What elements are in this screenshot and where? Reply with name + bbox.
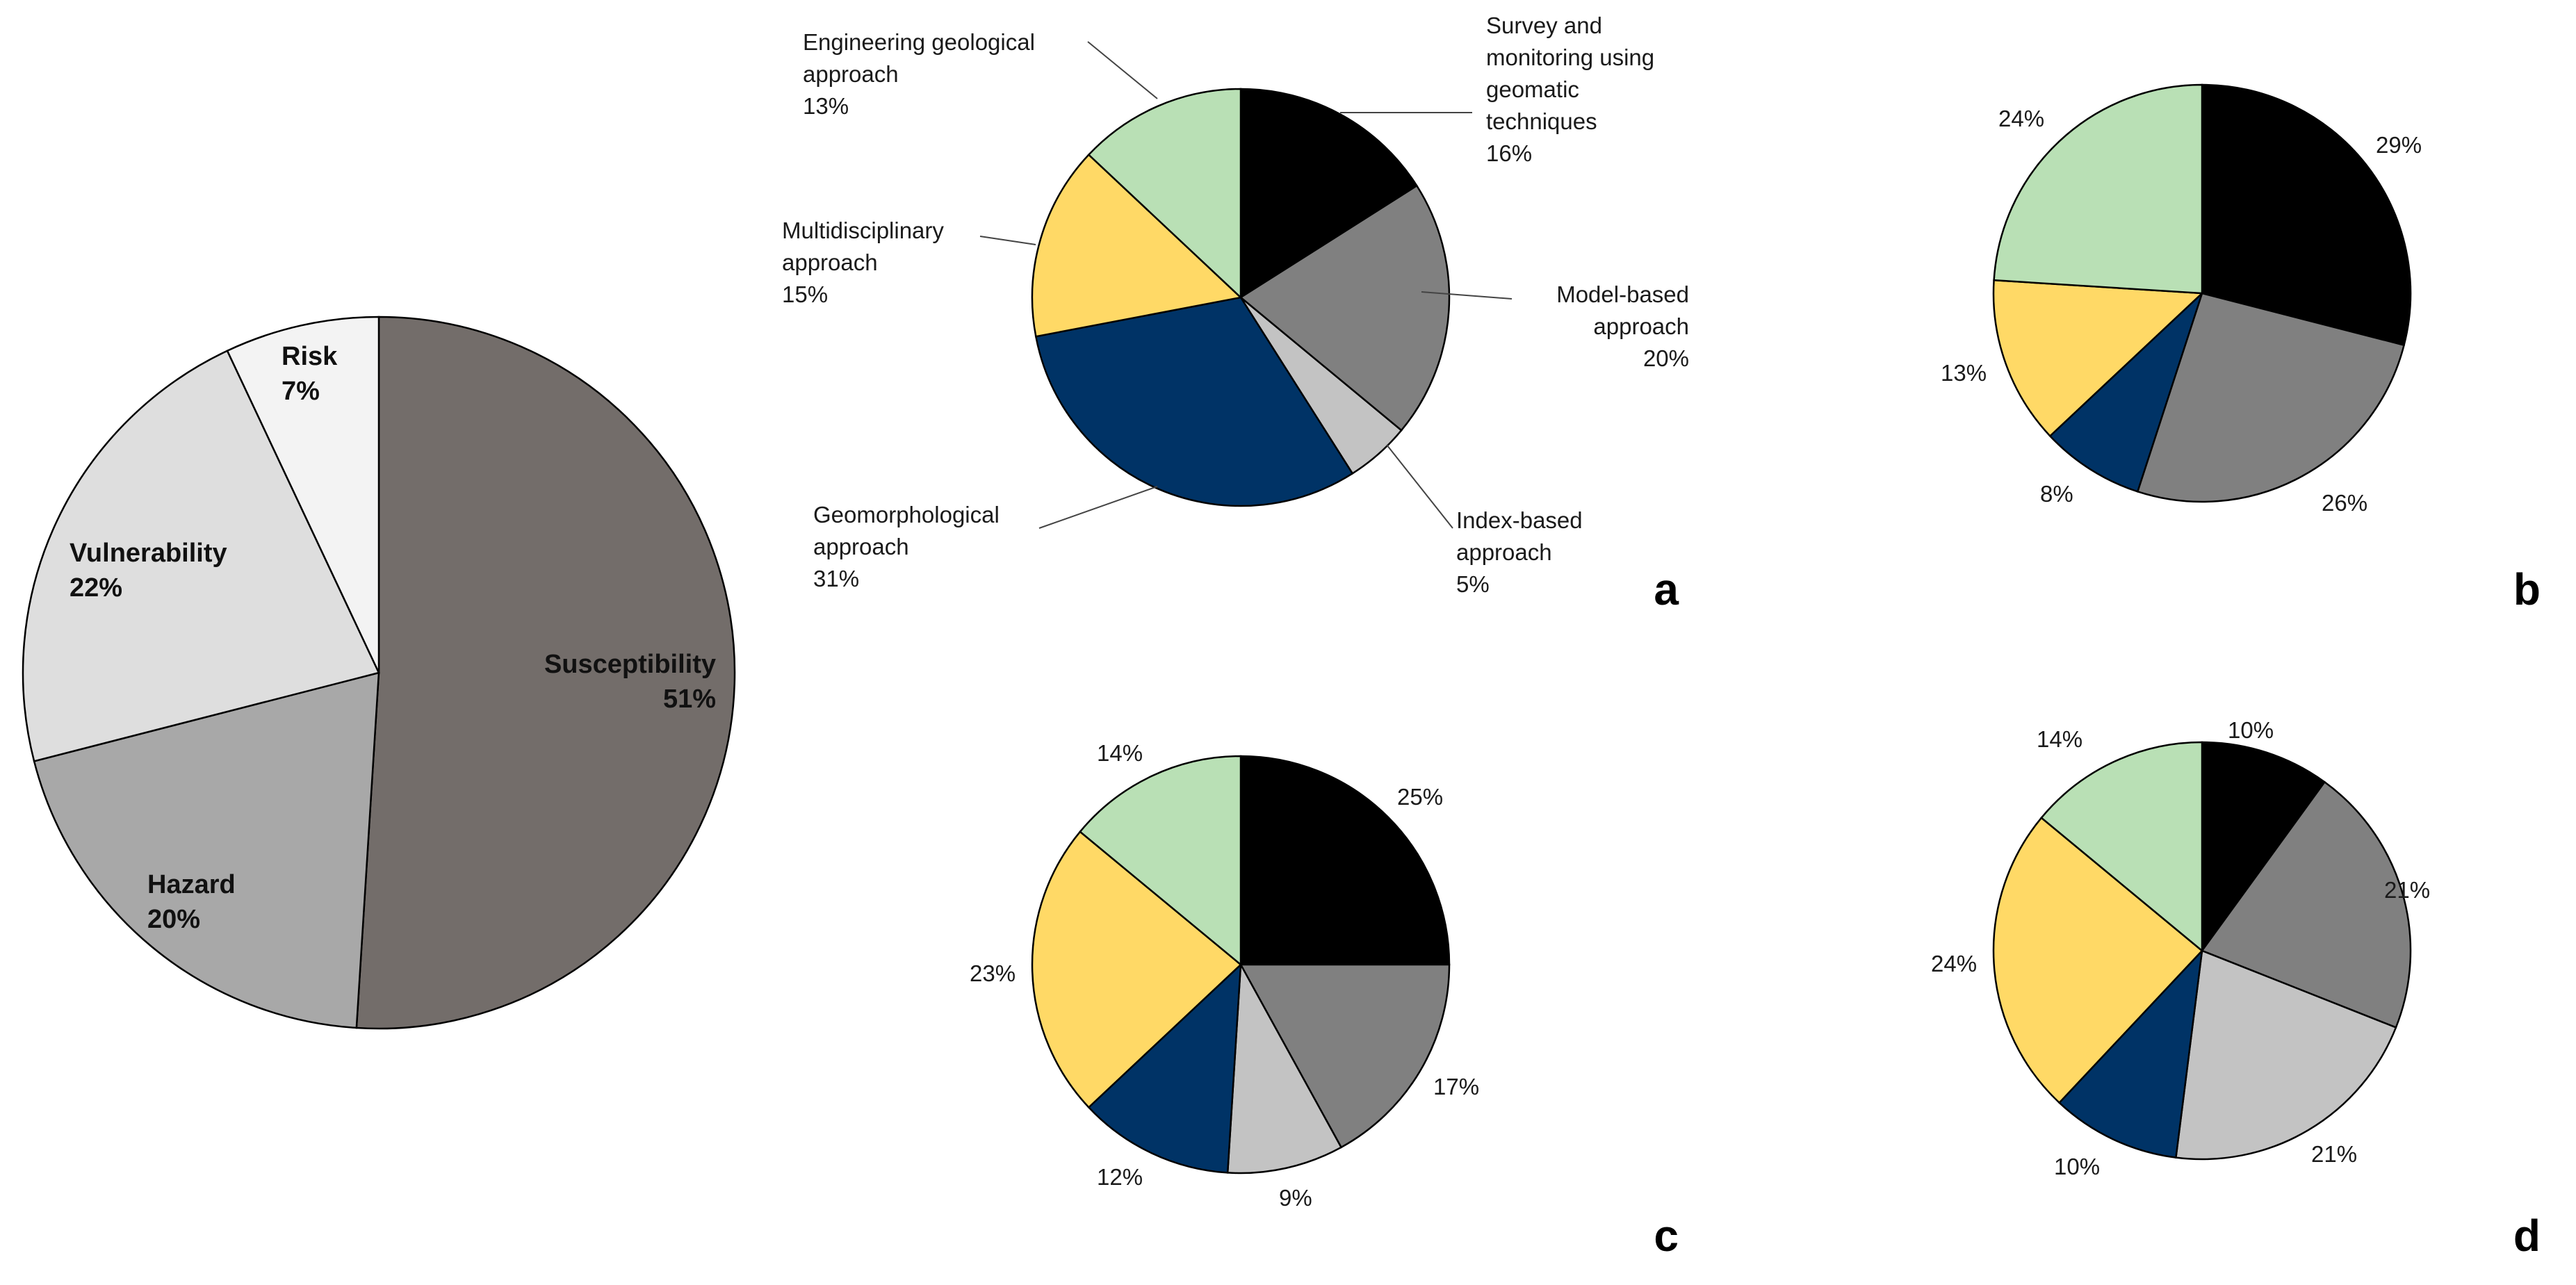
slice-value-multi: 23%	[970, 960, 1016, 986]
slice-value-engineering: 24%	[1998, 106, 2044, 131]
panel-letter-d: d	[2513, 1211, 2541, 1261]
slice-value-geomorph: 8%	[2040, 481, 2073, 507]
pie-slice-engineering	[1087, 88, 1242, 300]
leader-line	[979, 236, 1036, 245]
slice-value-survey: 16%	[1486, 140, 1532, 166]
slice-label-index: approach	[1456, 539, 1552, 565]
panel-letter-b: b	[2513, 564, 2541, 614]
slice-value-survey: 29%	[2376, 132, 2422, 158]
slice-value-model: 20%	[1643, 345, 1689, 371]
pie-slice-model	[2136, 292, 2406, 503]
pie-main: Susceptibility 51% Hazard 20% Vulnerability 2…	[22, 316, 736, 1030]
slice-value-model: 17%	[1433, 1074, 1479, 1099]
pie-slice-engineering	[2040, 741, 2203, 953]
pie-slice-geomorph	[1034, 296, 1354, 507]
slice-label-vulnerability: Vulnerability	[70, 539, 227, 568]
pie-slice-geomorph	[2048, 293, 2203, 493]
slice-label-survey: geomatic	[1486, 76, 1579, 102]
slice-value-multi: 24%	[1931, 951, 1977, 976]
pie-slice-model	[2201, 780, 2412, 1029]
pie-slice-risk	[226, 316, 380, 673]
slice-label-index: Index-based	[1456, 507, 1583, 533]
slice-value-geomorph: 31%	[813, 566, 859, 591]
pie-slice-multi	[1992, 279, 2204, 438]
slice-value-geomorph: 12%	[1097, 1164, 1143, 1190]
slice-value-model: 26%	[2322, 490, 2367, 516]
leader-line	[1087, 41, 1158, 99]
panel-letter-a: a	[1654, 564, 1679, 614]
pie-slice-geomorph	[1087, 962, 1242, 1174]
slice-value-survey: 25%	[1397, 784, 1443, 810]
pie-slice-engineering	[1079, 755, 1242, 967]
slice-label-model: approach	[1593, 313, 1689, 339]
pie-slice-geomorph	[2057, 948, 2203, 1159]
pie-slice-vulnerability	[22, 350, 380, 762]
pie-slice-model	[1239, 963, 1451, 1149]
pie-slice-susceptibility	[355, 316, 736, 1030]
panel-letter-c: c	[1654, 1211, 1679, 1261]
slice-value-index: 9%	[1279, 1185, 1312, 1211]
panel-letters: a b c d	[1654, 564, 2541, 1261]
pie-slice-multi	[1031, 830, 1242, 1109]
slice-value-index: 21%	[2311, 1141, 2357, 1167]
slice-label-engineering: Engineering geological	[803, 29, 1035, 55]
slice-label-geomorph: approach	[813, 534, 909, 559]
slice-label-survey: Survey and	[1486, 13, 1602, 38]
pie-slice-index	[1226, 961, 1343, 1174]
pie-slice-engineering	[1993, 83, 2203, 295]
pie-slice-survey	[2201, 83, 2412, 347]
slice-value-model: 21%	[2384, 877, 2430, 903]
pie-slice-multi	[1992, 817, 2203, 1104]
slice-value-hazard: 20%	[147, 905, 200, 934]
leader-line	[1421, 291, 1513, 300]
slice-label-survey: techniques	[1486, 108, 1597, 134]
slice-value-index: 5%	[1456, 571, 1490, 597]
pie-slice-multi	[1031, 153, 1243, 338]
slice-label-geomorph: Geomorphological	[813, 502, 1000, 527]
pie-panel-d: 10% 21% 21% 10% 24% 14%	[1931, 717, 2430, 1179]
slice-label-multi: Multidisciplinary	[782, 218, 944, 243]
pie-slice-survey	[2201, 741, 2326, 953]
slice-value-engineering: 14%	[2037, 726, 2082, 752]
pie-slice-hazard	[33, 671, 380, 1029]
pie-panel-c: 25% 17% 9% 12% 23% 14%	[970, 740, 1479, 1211]
slice-value-risk: 7%	[282, 377, 320, 406]
slice-label-model: Model-based	[1556, 281, 1689, 307]
slice-value-multi: 15%	[782, 281, 828, 307]
slice-label-risk: Risk	[282, 342, 338, 371]
slice-label-hazard: Hazard	[147, 870, 236, 899]
slice-label-susceptibility: Susceptibility	[544, 650, 716, 679]
slice-value-engineering: 14%	[1097, 740, 1143, 766]
leader-line	[1038, 486, 1158, 529]
pie-panel-b: 29% 26% 8% 13% 24%	[1941, 83, 2422, 516]
pie-slice-model	[1239, 184, 1451, 432]
slice-value-engineering: 13%	[803, 93, 849, 119]
slice-value-multi: 13%	[1941, 360, 1987, 386]
pie-slice-index	[2175, 949, 2397, 1161]
pie-slice-survey	[1239, 755, 1451, 966]
slice-value-geomorph: 10%	[2054, 1154, 2100, 1179]
slice-label-engineering: approach	[803, 61, 899, 87]
leader-line	[1386, 444, 1453, 529]
slice-label-multi: approach	[782, 249, 878, 275]
slice-value-survey: 10%	[2228, 717, 2274, 743]
slice-label-survey: monitoring using	[1486, 44, 1654, 70]
slice-value-vulnerability: 22%	[70, 573, 122, 603]
slice-value-susceptibility: 51%	[663, 685, 716, 714]
pie-slice-survey	[1239, 88, 1419, 300]
pie-panel-a: Survey and monitoring using geomatic techni…	[782, 13, 1689, 597]
